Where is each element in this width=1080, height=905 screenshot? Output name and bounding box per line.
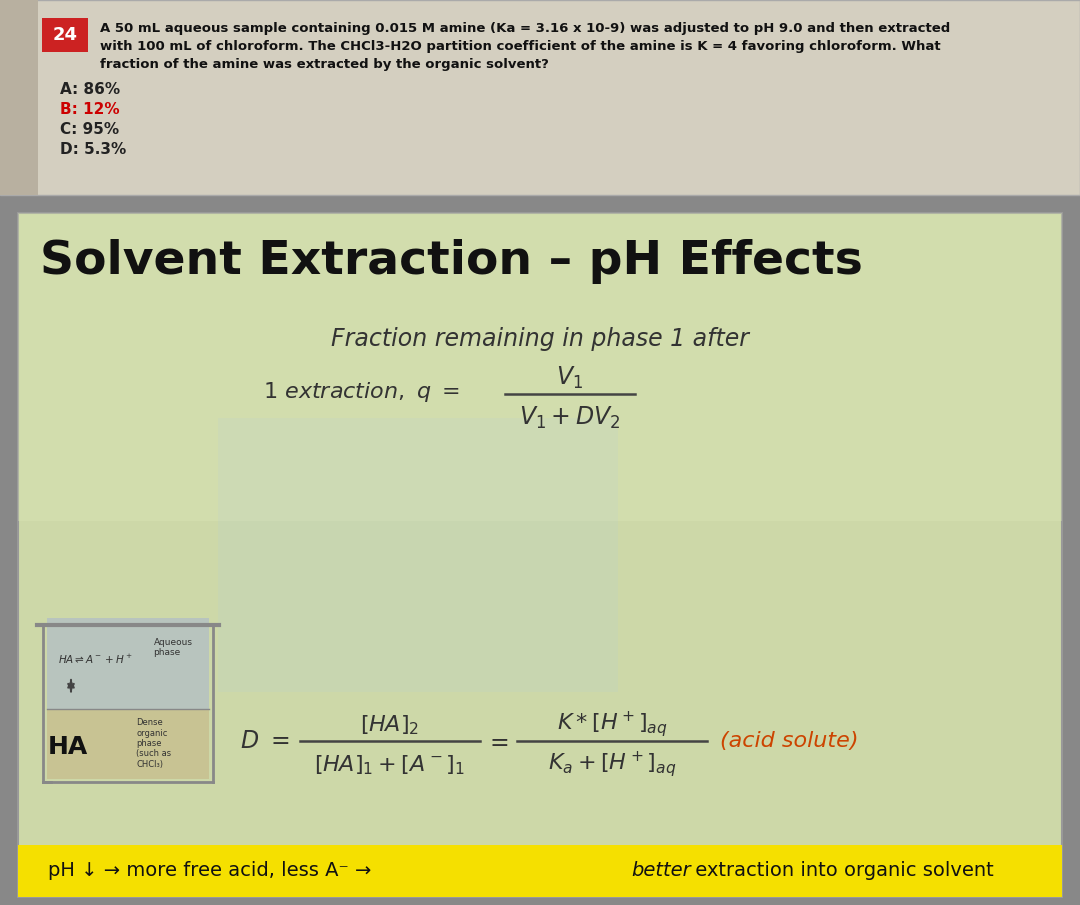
Text: extraction into organic solvent: extraction into organic solvent [689, 862, 994, 881]
Text: $[HA]_2$: $[HA]_2$ [361, 713, 419, 737]
Bar [0, 0, 1080, 195]
Text: fraction of the amine was extracted by the organic solvent?: fraction of the amine was extracted by t… [100, 58, 549, 71]
Text: A 50 mL aqueous sample containing 0.015 M amine (Ka = 3.16 x 10-9) was adjusted : A 50 mL aqueous sample containing 0.015 … [100, 22, 950, 35]
Text: HA: HA [48, 735, 89, 759]
Bar [42, 18, 87, 52]
Bar [48, 709, 210, 779]
Text: Aqueous
phase: Aqueous phase [153, 637, 192, 657]
Bar [218, 418, 618, 691]
Text: $D\ =$: $D\ =$ [240, 729, 291, 753]
Text: $V_1 + DV_2$: $V_1 + DV_2$ [519, 405, 621, 431]
Text: better: better [631, 862, 690, 881]
Text: A: 86%: A: 86% [60, 82, 120, 97]
Bar [18, 213, 1062, 520]
Text: C: 95%: C: 95% [60, 122, 119, 137]
Text: (acid solute): (acid solute) [720, 731, 859, 751]
Bar [18, 213, 1062, 897]
Text: 24: 24 [53, 26, 78, 44]
Text: pH ↓ → more free acid, less A⁻ →: pH ↓ → more free acid, less A⁻ → [48, 862, 378, 881]
Text: D: 5.3%: D: 5.3% [60, 142, 126, 157]
Text: with 100 mL of chloroform. The CHCl3-H2O partition coefficient of the amine is K: with 100 mL of chloroform. The CHCl3-H2O… [100, 40, 941, 53]
Bar [18, 845, 1062, 897]
Text: $=$: $=$ [485, 729, 509, 753]
Text: $HA \rightleftharpoons A^- + H^+$: $HA \rightleftharpoons A^- + H^+$ [58, 653, 133, 666]
Bar [48, 618, 210, 709]
Text: Fraction remaining in phase 1 after: Fraction remaining in phase 1 after [330, 327, 750, 351]
Text: $K * [H^+]_{aq}$: $K * [H^+]_{aq}$ [556, 710, 667, 740]
Bar [0, 0, 38, 195]
Text: B: 12%: B: 12% [60, 102, 120, 117]
Text: $K_a + [H^+]_{aq}$: $K_a + [H^+]_{aq}$ [548, 750, 676, 780]
Text: $V_1$: $V_1$ [556, 365, 583, 391]
Text: Dense
organic
phase
(such as
CHCl₃): Dense organic phase (such as CHCl₃) [136, 719, 172, 769]
Text: Solvent Extraction – pH Effects: Solvent Extraction – pH Effects [40, 239, 863, 283]
Text: $[HA]_1 + [A^-]_1$: $[HA]_1 + [A^-]_1$ [314, 753, 465, 776]
Text: $1\ extraction,\ q\ =$: $1\ extraction,\ q\ =$ [262, 380, 460, 404]
